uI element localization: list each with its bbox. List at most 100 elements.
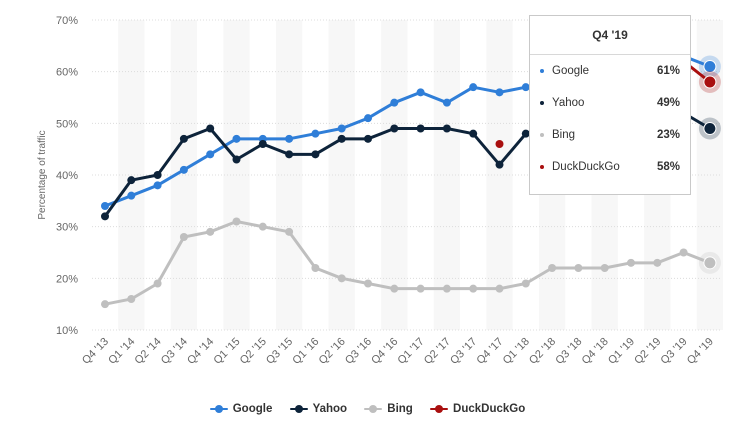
x-tick-label: Q1 '16 [290,336,321,367]
data-point-google [390,98,399,107]
legend-item-bing[interactable]: Bing [364,403,413,415]
y-tick-label: 20% [56,273,78,285]
x-tick-label: Q2 '17 [422,336,453,367]
data-point-google [416,88,425,97]
data-point-google [232,134,241,143]
data-point-yahoo [206,124,215,133]
duckduckgo-dot-icon [540,165,544,169]
data-point-bing [153,279,162,288]
data-point-google [495,88,504,97]
data-point-bing [600,264,609,272]
series-line-bing [103,220,712,306]
tooltip-series-value: 61% [656,65,680,77]
x-tick-label: Q4 '18 [580,336,611,367]
x-tick-label: Q3 '15 [264,336,295,367]
data-point-google [206,150,215,159]
series-google [101,52,721,210]
data-point-yahoo [469,129,478,138]
y-tick-label: 70% [56,15,78,27]
data-point-google [442,98,451,107]
x-tick-label: Q4 '17 [474,336,505,367]
data-point-bing [364,279,372,288]
data-point-bing [495,284,504,293]
data-point-bing [206,227,215,236]
y-axis-ticks: 10% 20% 30% 40% 50% 60% 70% [56,15,78,337]
data-point-bing [627,258,635,267]
data-point-yahoo [232,155,241,164]
data-point-yahoo [285,150,294,159]
data-point-duckduckgo [495,140,504,148]
legend-item-yahoo[interactable]: Yahoo [289,403,347,415]
yahoo-legend-icon [289,404,308,414]
y-axis-label: Percentage of traffic [37,130,48,219]
data-point-yahoo [521,129,530,138]
y-tick-label: 60% [56,67,78,79]
data-point-yahoo [442,124,451,133]
data-point-google [127,191,136,200]
x-tick-label: Q1 '14 [106,336,137,367]
data-point-google [364,114,372,123]
legend-item-google[interactable]: Google [209,403,273,415]
data-point-yahoo [364,134,372,143]
x-tick-label: Q1 '15 [211,336,242,367]
data-point-bing [337,274,346,283]
tooltip-series-name: Yahoo [552,97,585,109]
x-tick-label: Q3 '17 [448,336,479,367]
data-point-google [337,124,346,133]
data-point-bing [574,264,583,272]
yahoo-dot-icon [540,101,544,105]
series-group [101,52,721,309]
data-point-yahoo [703,122,717,135]
bing-dot-icon [540,133,544,137]
data-point-yahoo [258,140,267,148]
data-point-bing [679,248,688,257]
y-tick-label: 30% [56,222,78,234]
data-point-bing [548,264,557,272]
x-tick-label: Q1 '17 [396,336,427,367]
tooltip-row-google: Google 61% [530,55,690,87]
data-point-yahoo [127,176,136,185]
x-tick-label: Q4 '16 [369,336,400,367]
y-tick-label: 10% [56,325,78,337]
x-tick-label: Q2 '14 [133,336,164,367]
legend-item-duckduckgo[interactable]: DuckDuckGo [430,403,525,415]
x-tick-label: Q1 '18 [501,336,532,367]
x-tick-label: Q4 '13 [80,336,111,367]
data-point-bing [653,258,662,267]
data-point-bing [521,279,530,288]
data-point-bing [703,256,717,270]
data-point-yahoo [337,134,346,143]
legend-label: Google [232,403,273,415]
google-dot-icon [540,69,544,73]
x-tick-label: Q2 '18 [527,336,558,367]
tooltip-row-bing: Bing 23% [530,119,690,151]
x-tick-label: Q3 '14 [159,336,190,367]
x-tick-label: Q3 '19 [659,336,690,367]
data-point-bing [179,233,188,241]
tooltip: Q4 '19 Google 61% Yahoo 49% Bing 23% DuckDu… [529,15,691,195]
data-point-bing [442,284,451,293]
data-point-google [285,134,294,143]
tooltip-series-name: Bing [552,129,576,141]
data-point-google [703,60,717,73]
tooltip-series-name: Google [552,65,590,77]
data-point-duckduckgo [703,75,717,89]
data-point-bing [101,300,109,309]
data-point-google [179,165,188,174]
legend: Google Yahoo Bing DuckDuckGo [0,403,735,419]
tooltip-row-yahoo: Yahoo 49% [530,87,690,119]
data-point-google [311,129,320,138]
tooltip-row-duckduckgo: DuckDuckGo 58% [530,151,690,183]
data-point-yahoo [311,150,320,159]
data-point-yahoo [390,124,399,133]
data-point-bing [469,284,478,293]
x-tick-label: Q4 '19 [685,336,716,367]
data-point-bing [127,295,136,303]
data-point-bing [258,222,267,231]
x-tick-label: Q1 '19 [606,336,637,367]
data-point-yahoo [101,212,109,221]
plot-band [275,20,303,330]
tooltip-series-value: 49% [656,97,680,109]
plot-band [486,20,513,330]
